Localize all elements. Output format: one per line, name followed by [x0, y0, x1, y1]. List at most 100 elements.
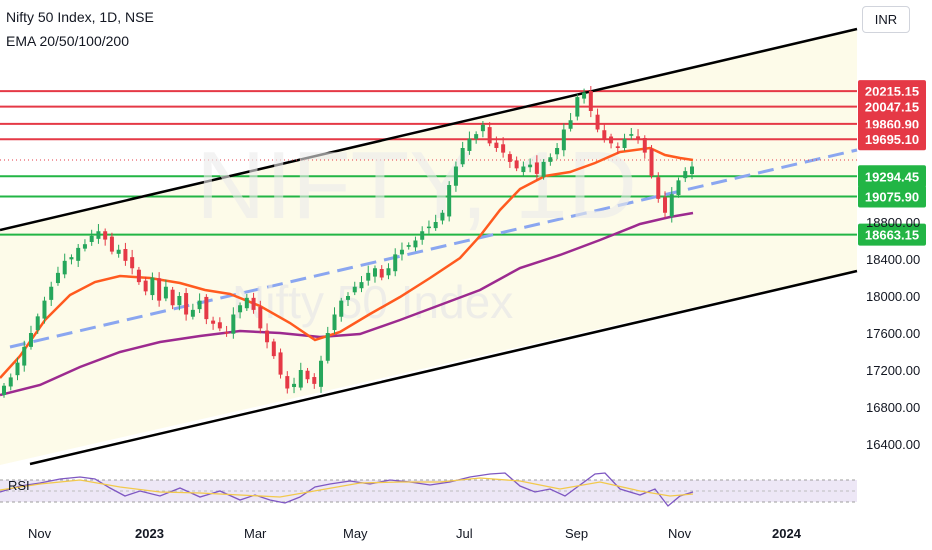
candle-body: [184, 293, 189, 315]
candle-body: [103, 231, 108, 240]
candle-body: [163, 286, 168, 299]
candle-body: [534, 162, 539, 174]
y-axis: 16400.00 16800.00 17200.00 17600.00 18000.00…: [866, 215, 920, 452]
candle-body: [582, 92, 587, 99]
candle-body: [190, 309, 195, 317]
candle-body: [123, 249, 128, 261]
candle-body: [116, 249, 121, 254]
candle-body: [636, 136, 641, 139]
candle-body: [528, 164, 533, 168]
candle-body: [82, 244, 87, 249]
candle-body: [447, 185, 452, 217]
candle-body: [669, 194, 674, 217]
candle-body: [224, 332, 229, 334]
level-tag-label-1: 20047.15: [865, 100, 919, 115]
candle-body: [258, 306, 263, 329]
candle-body: [76, 247, 81, 261]
x-tick-nov-2: Nov: [668, 526, 692, 541]
y-tick-3: 17600.00: [866, 326, 920, 341]
x-tick-sep: Sep: [565, 526, 588, 541]
candle-body: [150, 277, 155, 296]
candle-body: [622, 138, 627, 148]
x-tick-jul: Jul: [456, 526, 473, 541]
x-tick-mar: Mar: [244, 526, 267, 541]
candle-body: [204, 296, 209, 320]
ema-50-line: [0, 146, 694, 379]
candle-body: [42, 300, 47, 319]
candle-body: [555, 148, 560, 155]
candle-body: [130, 257, 135, 269]
candle-body: [265, 330, 270, 343]
candle-body: [211, 320, 216, 324]
candle-body: [595, 114, 600, 130]
y-tick-0: 16400.00: [866, 437, 920, 452]
candle-body: [541, 161, 546, 177]
candle-body: [69, 257, 74, 260]
level-tag-label-6: 18663.15: [865, 228, 919, 243]
candle-body: [507, 154, 512, 162]
candle-body: [690, 166, 694, 175]
candle-body: [325, 333, 330, 361]
candle-body: [251, 297, 256, 310]
candle-body: [312, 377, 317, 384]
y-tick-4: 18000.00: [866, 289, 920, 304]
trend-dashed-line: [9, 148, 858, 349]
y-tick-2: 17200.00: [866, 363, 920, 378]
candle-body: [339, 300, 344, 317]
candle-body: [22, 346, 27, 366]
candle-body: [197, 300, 202, 310]
candle-body: [49, 286, 54, 300]
candle-body: [521, 166, 526, 173]
indicator-legend[interactable]: EMA 20/50/100/200: [6, 33, 129, 49]
currency-button[interactable]: INR: [862, 6, 910, 33]
candle-body: [217, 322, 222, 329]
candle-body: [561, 129, 566, 151]
candle-body: [278, 352, 283, 375]
candle-body: [244, 297, 249, 309]
candle-body: [35, 316, 40, 331]
channel-fill: [0, 28, 857, 465]
y-tick-1: 16800.00: [866, 400, 920, 415]
candle-body: [575, 97, 580, 117]
candle-body: [602, 130, 607, 139]
candle-body: [406, 245, 411, 247]
candle-body: [440, 212, 445, 221]
candle-body: [615, 146, 620, 148]
candle-body: [629, 134, 634, 136]
candle-body: [379, 268, 384, 278]
candle-body: [346, 296, 350, 300]
level-tag-label-5: 19075.90: [865, 189, 919, 204]
candle-body: [676, 180, 681, 195]
candle-body: [433, 222, 438, 229]
candle-body: [663, 197, 668, 213]
candle-body: [285, 376, 290, 389]
candle-body: [15, 362, 20, 376]
candle-body: [352, 286, 357, 293]
candle-body: [453, 166, 458, 186]
level-tag-4: [858, 165, 926, 188]
candle-body: [420, 231, 425, 240]
candle-body: [386, 268, 391, 276]
x-tick-2024: 2024: [772, 526, 802, 541]
watermark-ticker: NIFTY, 1D: [196, 132, 637, 239]
level-tag-label-2: 19860.90: [865, 117, 919, 132]
candle-body: [62, 260, 67, 275]
candle-body: [292, 383, 297, 388]
candle-body: [359, 282, 364, 289]
candle-body: [305, 370, 310, 380]
candle-body: [683, 171, 688, 179]
x-tick-may: May: [343, 526, 368, 541]
candle-body: [413, 240, 418, 248]
channel-upper-line: [0, 27, 858, 232]
candle-body: [480, 124, 485, 132]
candle-body: [28, 333, 33, 347]
chart-title: Nifty 50 Index, 1D, NSE: [6, 9, 154, 25]
y-tick-6: 18800.00: [866, 215, 920, 230]
candle-body: [157, 278, 162, 301]
candle-body: [231, 314, 236, 334]
candle-body: [89, 235, 94, 242]
candle-body: [656, 177, 661, 199]
candle-body: [2, 385, 6, 395]
